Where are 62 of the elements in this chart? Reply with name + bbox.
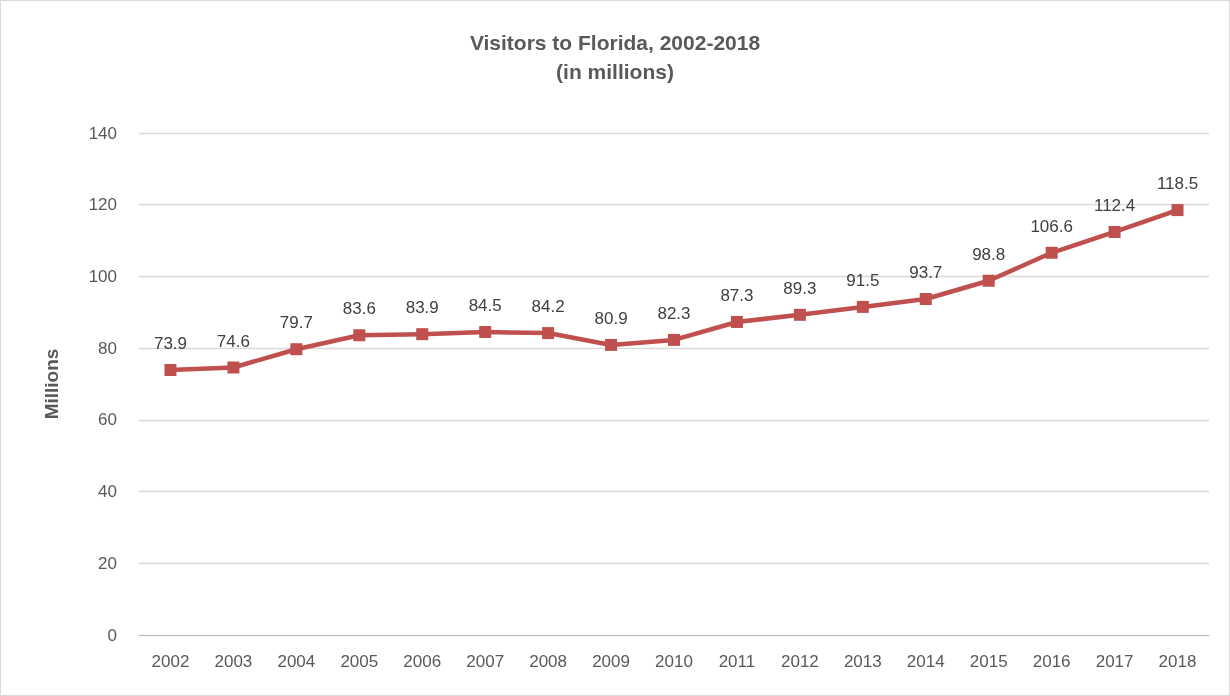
x-tick-label: 2006 xyxy=(403,652,442,671)
x-tick-label: 2014 xyxy=(906,652,945,671)
point xyxy=(416,328,429,341)
x-tick-label: 2009 xyxy=(592,652,630,671)
point xyxy=(605,338,618,351)
y-tick-label: 100 xyxy=(88,266,117,286)
point xyxy=(479,326,492,339)
x-tick-label: 2012 xyxy=(780,652,819,671)
point xyxy=(793,308,806,321)
x-tick-label: 2016 xyxy=(1032,652,1071,671)
y-tick-label: 80 xyxy=(98,338,117,358)
chart-subtitle: (in millions) xyxy=(556,60,674,83)
point xyxy=(1108,225,1121,238)
x-tick-label: 2007 xyxy=(466,652,505,671)
data-label: 106.6 xyxy=(1030,216,1073,236)
data-label: 84.2 xyxy=(531,297,565,317)
point xyxy=(919,293,932,306)
x-tick-label: 2013 xyxy=(843,652,882,671)
data-label: 87.3 xyxy=(720,285,754,305)
data-label: 91.5 xyxy=(846,270,880,290)
point xyxy=(290,343,303,356)
data-label: 89.3 xyxy=(783,278,817,298)
point xyxy=(164,364,177,377)
y-tick-label: 0 xyxy=(107,625,117,645)
point xyxy=(227,361,240,374)
data-label: 83.9 xyxy=(405,298,439,318)
data-label: 80.9 xyxy=(594,308,628,328)
data-label: 93.7 xyxy=(909,263,943,283)
point xyxy=(353,329,366,342)
x-tick-label: 2017 xyxy=(1095,652,1134,671)
data-label: 84.5 xyxy=(468,296,502,316)
x-tick-label: 2002 xyxy=(151,652,190,671)
x-tick-label: 2008 xyxy=(529,652,568,671)
x-tick-label: 2015 xyxy=(969,652,1008,671)
y-axis-title: Millions xyxy=(41,348,62,420)
y-tick-label: 20 xyxy=(98,553,117,573)
y-tick-label: 40 xyxy=(98,482,117,502)
point xyxy=(542,327,555,340)
data-label: 98.8 xyxy=(972,244,1006,264)
data-label: 74.6 xyxy=(216,331,250,351)
x-tick-label: 2010 xyxy=(655,652,693,671)
y-tick-label: 140 xyxy=(88,123,117,143)
data-label: 112.4 xyxy=(1093,195,1136,215)
data-label: 73.9 xyxy=(153,334,188,354)
y-tick-label: 120 xyxy=(88,195,117,215)
point xyxy=(730,315,743,328)
x-tick-label: 2004 xyxy=(277,652,316,671)
x-tick-label: 2003 xyxy=(214,652,253,671)
y-tick-label: 60 xyxy=(98,410,117,430)
point xyxy=(1045,246,1058,259)
data-label: 83.6 xyxy=(342,299,376,319)
x-tick-label: 2018 xyxy=(1158,652,1197,671)
point xyxy=(1171,204,1184,217)
x-tick-label: 2011 xyxy=(718,652,756,671)
chart-title: Visitors to Florida, 2002-2018 xyxy=(469,31,761,54)
data-label: 82.3 xyxy=(657,303,691,323)
point xyxy=(668,333,680,346)
point xyxy=(856,300,869,313)
data-label: 118.5 xyxy=(1156,174,1199,194)
x-tick-label: 2005 xyxy=(340,652,379,671)
data-label: 79.7 xyxy=(279,313,313,333)
point xyxy=(982,274,995,287)
